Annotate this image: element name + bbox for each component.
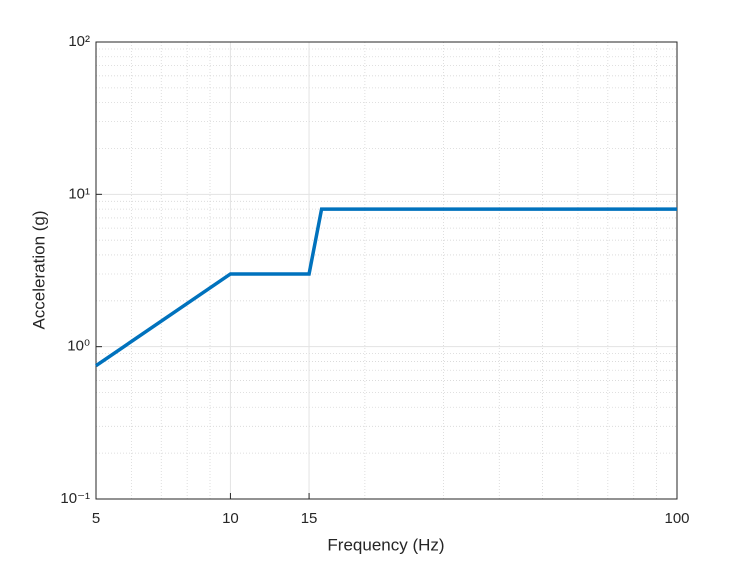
y-axis-label: Acceleration (g) <box>29 210 48 329</box>
x-tick-label: 10 <box>222 510 239 527</box>
plot-area <box>96 42 677 499</box>
data-line <box>95 207 677 368</box>
axes-box <box>95 41 678 500</box>
x-axis-label: Frequency (Hz) <box>327 535 444 554</box>
y-tick-label: 10⁰ <box>67 338 90 355</box>
y-tick-label: 10¹ <box>68 185 90 202</box>
x-tick-label: 100 <box>664 510 689 527</box>
y-tick-label: 10⁻¹ <box>60 490 90 507</box>
y-tick-label: 10² <box>68 33 90 50</box>
x-tick-label: 15 <box>301 510 318 527</box>
x-tick-label: 5 <box>92 510 100 527</box>
